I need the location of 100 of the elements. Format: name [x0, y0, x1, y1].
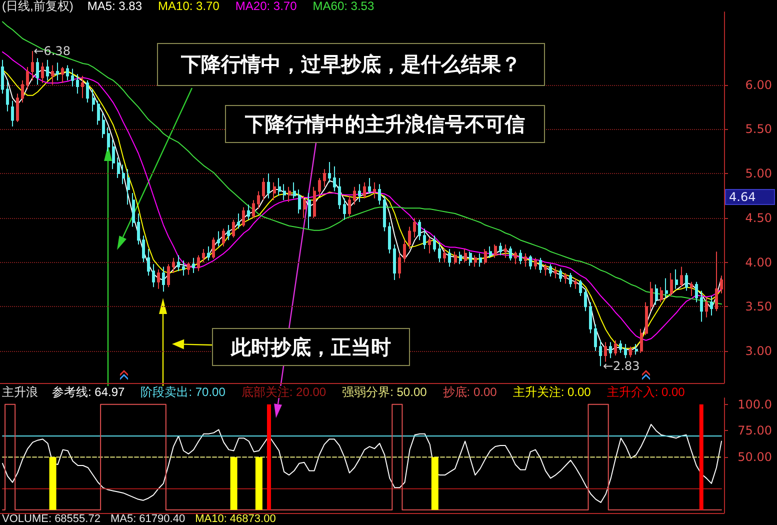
text: MA5: 3.83: [87, 0, 142, 13]
candlestick: [137, 212, 140, 246]
candlestick: [343, 198, 346, 220]
candlestick: [162, 266, 165, 292]
candlestick: [363, 182, 366, 199]
candlestick: [192, 257, 195, 274]
candlestick: [66, 64, 69, 81]
candlestick: [51, 64, 54, 86]
y-tick-label: 75.00: [738, 424, 772, 438]
candlestick: [308, 192, 311, 230]
candlestick: [423, 228, 426, 250]
candlestick: [609, 342, 612, 359]
candlestick: [690, 281, 693, 297]
candlestick: [660, 286, 663, 303]
candlestick: [594, 324, 597, 352]
chart-title: (日线,前复权): [2, 0, 74, 13]
candlestick: [645, 302, 648, 336]
candlestick: [489, 246, 492, 258]
candlestick: [438, 242, 441, 263]
candlestick: [459, 251, 462, 265]
candlestick: [177, 254, 180, 272]
candlestick: [675, 268, 678, 290]
candlestick: [1, 59, 4, 94]
y-tick-label: 5.00: [745, 166, 772, 181]
candlestick: [388, 222, 391, 254]
text: MA10: 3.70: [158, 0, 220, 13]
candlestick: [408, 226, 411, 250]
candlestick: [589, 302, 592, 334]
candlestick: [257, 190, 260, 210]
candlestick: [428, 236, 431, 254]
candlestick: [599, 340, 602, 367]
candlestick: [16, 93, 19, 123]
annotation: MA10: 46873.00: [195, 513, 276, 525]
candlestick: [519, 249, 522, 265]
candlestick: [81, 75, 84, 99]
series-label: 主升介入: 0.00: [606, 385, 686, 399]
candlestick: [484, 248, 487, 265]
candlestick: [252, 200, 255, 218]
candlestick: [197, 254, 200, 272]
callout-box: 下降行情中的主升浪信号不可信: [225, 105, 545, 143]
candlestick: [31, 50, 34, 81]
candlestick: [584, 288, 587, 312]
candlestick: [378, 184, 381, 206]
candlestick: [323, 168, 326, 188]
candlestick: [655, 284, 658, 306]
candlestick: [71, 68, 74, 88]
candlestick: [715, 251, 718, 312]
annotation: MA5: 61790.40: [110, 513, 186, 525]
candlestick: [479, 252, 482, 268]
candlestick: [217, 230, 220, 247]
candlestick: [650, 281, 653, 312]
candlestick: [413, 217, 416, 238]
candlestick: [313, 186, 316, 218]
candlestick: [86, 80, 89, 104]
candlestick: [232, 219, 235, 238]
candlestick: [448, 248, 451, 268]
candlestick: [333, 166, 336, 192]
candlestick: [122, 164, 125, 185]
candlestick: [278, 177, 281, 196]
candlestick: [544, 264, 547, 276]
candlestick: [242, 206, 245, 228]
candlestick: [695, 281, 698, 303]
candlestick: [338, 177, 341, 210]
candlestick: [107, 126, 110, 152]
candlestick: [569, 272, 572, 288]
candlestick: [635, 343, 638, 356]
y-tick-label: 4.50: [745, 210, 772, 225]
annotation: 下降行情中，过早抄底，是什么结果？: [181, 51, 521, 78]
candlestick: [393, 244, 396, 281]
candlestick: [720, 275, 723, 294]
candlestick: [328, 162, 331, 183]
candlestick: [454, 251, 457, 265]
text: 底部关注: 20.00: [241, 385, 326, 399]
candlestick: [524, 252, 527, 268]
candlestick: [549, 264, 552, 277]
candlestick: [499, 242, 502, 256]
candlestick: [227, 224, 230, 241]
text: 参考线: 64.97: [52, 385, 126, 399]
candlestick: [6, 80, 9, 112]
y-tick-label: 6.00: [745, 78, 772, 92]
y-tick-label: 50.00: [738, 450, 772, 464]
text: 主升关注: 0.00: [512, 385, 592, 399]
price-tag: 4.64: [725, 189, 775, 205]
candlestick: [222, 228, 225, 247]
candlestick: [127, 168, 130, 206]
candlestick: [619, 340, 622, 354]
candlestick: [348, 195, 351, 217]
candlestick: [534, 257, 537, 270]
y-tick-label: 5.50: [745, 122, 772, 136]
text: MA20: 3.70: [235, 0, 298, 13]
chart-title: 主升浪: [2, 385, 38, 399]
line-series: [2, 21, 722, 305]
candlestick: [474, 254, 477, 268]
candlestick: [624, 343, 627, 359]
candlestick: [574, 278, 577, 290]
text: 强弱分界: 50.00: [342, 385, 428, 399]
candlestick: [353, 186, 356, 206]
text: MA60: 3.53: [312, 0, 374, 13]
candlestick: [403, 240, 406, 263]
callout-box: 下降行情中，过早抄底，是什么结果？: [157, 43, 545, 86]
